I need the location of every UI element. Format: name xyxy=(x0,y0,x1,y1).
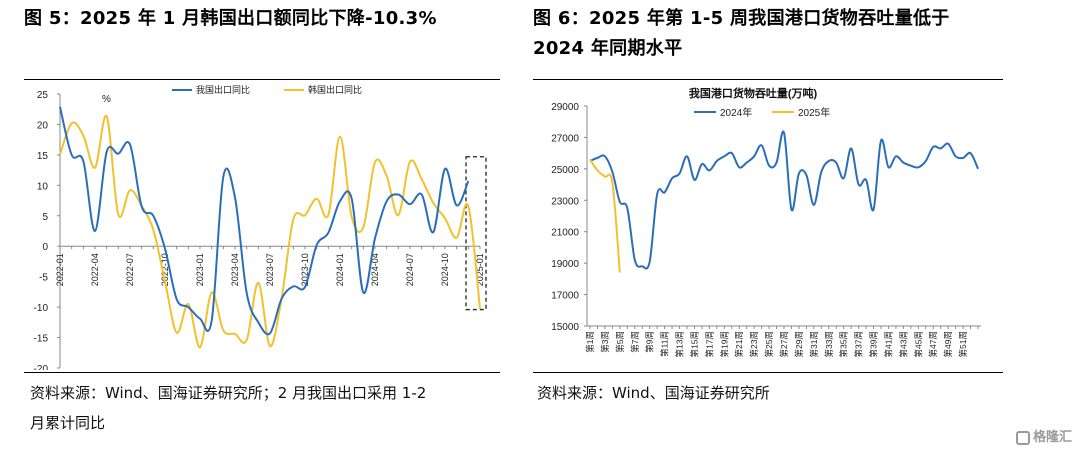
left-x-tick-label: 2022-04 xyxy=(90,253,100,286)
left-y-tick-label: 10 xyxy=(37,181,49,192)
left-y-tick-label: -10 xyxy=(34,303,49,314)
left-source-rule xyxy=(24,372,500,373)
right-x-tick-label: 第43周 xyxy=(898,331,908,357)
right-figure-title-line-2: 2024 年同期水平 xyxy=(533,38,683,59)
left-y-tick-label: -20 xyxy=(34,364,49,370)
left-y-tick-label: 5 xyxy=(42,212,48,223)
right-x-tick-label: 第13周 xyxy=(675,331,685,357)
right-legend-label: 2024年 xyxy=(720,106,752,119)
right-figure-title-line-1: 图 6：2025 年第 1-5 周我国港口货物吞吐量低于 xyxy=(533,8,950,29)
left-y-tick-label: 25 xyxy=(37,90,49,101)
left-x-tick-label: 2023-01 xyxy=(195,253,205,286)
left-series-line-china-export xyxy=(59,106,470,336)
right-x-tick-label: 第37周 xyxy=(854,331,864,357)
right-chart-title: 我国港口货物吞吐量(万吨) xyxy=(689,86,818,100)
right-x-tick-label: 第51周 xyxy=(958,331,968,357)
left-legend-label: 韩国出口同比 xyxy=(308,84,362,95)
right-y-tick-label: 23000 xyxy=(551,196,579,207)
right-y-tick-label: 21000 xyxy=(551,228,579,239)
right-x-tick-label: 第49周 xyxy=(943,331,953,357)
left-chart: 25 20 15 10 5 0 -5 -10 -15 -20% 2022-01 2022-04 2022… xyxy=(34,84,487,370)
right-source-line-1: 资料来源：Wind、国海证券研究所 xyxy=(537,384,770,402)
left-source-line-1: 资料来源：Wind、国海证券研究所；2 月我国出口采用 1-2 xyxy=(30,384,427,402)
right-x-tick-label: 第35周 xyxy=(839,331,849,357)
right-legend-label: 2025年 xyxy=(798,106,830,119)
right-x-tick-label: 第15周 xyxy=(689,331,699,357)
right-x-tick-label: 第3周 xyxy=(600,331,610,353)
right-x-tick-label: 第23周 xyxy=(749,331,759,357)
right-x-tick-label: 第39周 xyxy=(869,331,879,357)
left-x-tick-label: 2024-07 xyxy=(405,253,415,286)
right-x-tick-label: 第31周 xyxy=(809,331,819,357)
right-x-tick-label: 第11周 xyxy=(660,331,670,357)
right-series-line-2025 xyxy=(589,158,621,273)
right-chart: 我国港口货物吞吐量(万吨) 2024年 2025年 29000 27000 25000 23… xyxy=(551,86,981,357)
right-y-tick-label: 27000 xyxy=(551,133,579,144)
left-highlight-box xyxy=(465,156,487,311)
left-y-tick-label: 15 xyxy=(37,151,49,162)
watermark: 格隆汇 xyxy=(1015,426,1072,445)
right-y-tick-label: 19000 xyxy=(551,259,579,270)
right-series-line-2024 xyxy=(589,130,979,270)
right-y-tick-label: 25000 xyxy=(551,165,579,176)
left-series-line-korea-export xyxy=(59,115,481,349)
right-title-rule xyxy=(533,79,1003,80)
right-x-tick-label: 第29周 xyxy=(794,331,804,357)
left-figure-title: 图 5：2025 年 1 月韩国出口额同比下降-10.3% xyxy=(24,8,437,29)
right-x-tick-label: 第25周 xyxy=(764,331,774,357)
left-x-tick-label: 2022-01 xyxy=(55,253,65,286)
right-x-tick-label: 第27周 xyxy=(779,331,789,357)
left-x-tick-label: 2023-07 xyxy=(265,253,275,286)
right-x-tick-label: 第19周 xyxy=(719,331,729,357)
right-x-tick-label: 第7周 xyxy=(630,331,640,353)
left-x-tick-label: 2023-10 xyxy=(300,253,310,286)
right-x-tick-label: 第33周 xyxy=(824,331,834,357)
watermark-logo-icon xyxy=(1015,430,1030,445)
right-x-tick-label: 第21周 xyxy=(734,331,744,357)
right-x-tick-label: 第1周 xyxy=(585,331,595,353)
right-x-tick-label: 第9周 xyxy=(645,331,655,353)
left-x-tick-label: 2022-10 xyxy=(160,253,170,286)
right-x-tick-label: 第17周 xyxy=(704,331,714,357)
right-x-tick-label: 第41周 xyxy=(883,331,893,357)
right-source-rule xyxy=(533,372,1003,373)
left-y-tick-label: -15 xyxy=(34,334,49,345)
left-source-line-2: 月累计同比 xyxy=(30,414,106,432)
left-x-tick-label: 2024-04 xyxy=(370,253,380,286)
right-x-tick-label: 第5周 xyxy=(615,331,625,353)
right-y-tick-label: 17000 xyxy=(551,291,579,302)
right-y-tick-label: 29000 xyxy=(551,102,579,113)
left-x-tick-label: 2025-01 xyxy=(475,253,485,286)
left-x-tick-label: 2024-10 xyxy=(440,253,450,286)
right-x-tick-label: 第47周 xyxy=(928,331,938,357)
left-x-tick-label: 2022-07 xyxy=(125,253,135,286)
left-y-tick-label: 20 xyxy=(37,120,49,131)
left-y-unit-label: % xyxy=(102,94,111,105)
left-y-tick-label: -5 xyxy=(39,273,48,284)
right-x-tick-label: 第45周 xyxy=(913,331,923,357)
left-legend-label: 我国出口同比 xyxy=(196,84,250,95)
left-y-tick-label: 0 xyxy=(42,242,48,253)
left-x-tick-label: 2023-04 xyxy=(230,253,240,286)
left-x-tick-label: 2024-01 xyxy=(335,253,345,286)
right-y-tick-label: 15000 xyxy=(551,322,579,333)
left-title-rule xyxy=(24,79,500,80)
